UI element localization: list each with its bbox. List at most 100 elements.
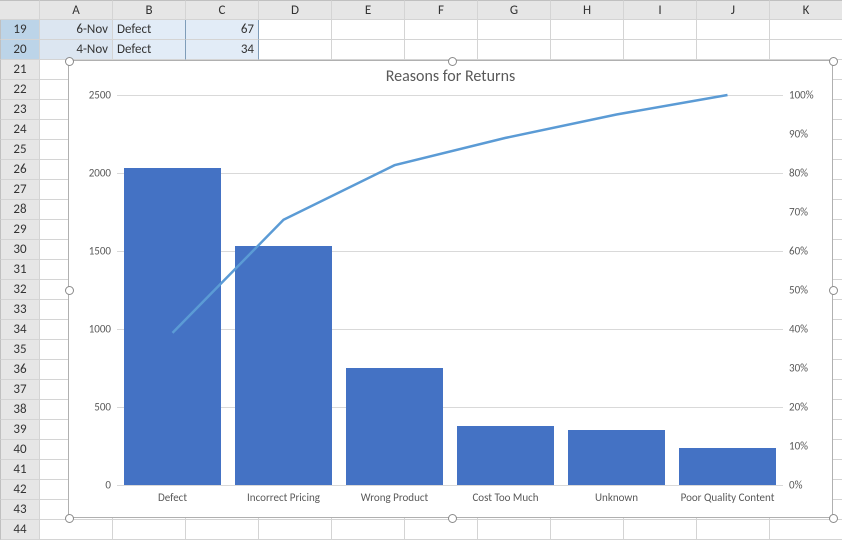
row-head-27[interactable]: 27 xyxy=(0,180,40,200)
selection-handle[interactable] xyxy=(829,514,838,523)
col-head-D[interactable]: D xyxy=(259,0,332,20)
cell-F44[interactable] xyxy=(405,520,478,540)
cell-C44[interactable] xyxy=(186,520,259,540)
select-all-corner[interactable] xyxy=(0,0,40,20)
x-tick-label: Wrong Product xyxy=(340,485,450,504)
cell-J44[interactable] xyxy=(697,520,770,540)
cell-G44[interactable] xyxy=(478,520,551,540)
row-head-31[interactable]: 31 xyxy=(0,260,40,280)
cell-E20[interactable] xyxy=(332,40,405,60)
selection-handle[interactable] xyxy=(829,286,838,295)
cell-I19[interactable] xyxy=(624,20,697,40)
col-head-H[interactable]: H xyxy=(551,0,624,20)
cell-D19[interactable] xyxy=(259,20,332,40)
selection-handle[interactable] xyxy=(829,57,838,66)
row-head-34[interactable]: 34 xyxy=(0,320,40,340)
chart-object[interactable]: Reasons for Returns 05001000150020002500… xyxy=(68,60,833,518)
row-head-30[interactable]: 30 xyxy=(0,240,40,260)
cell-I20[interactable] xyxy=(624,40,697,60)
row-head-43[interactable]: 43 xyxy=(0,500,40,520)
cell-A20[interactable]: 4-Nov xyxy=(40,40,113,60)
y2-tick-label: 10% xyxy=(783,440,808,453)
row-head-42[interactable]: 42 xyxy=(0,480,40,500)
cell-H19[interactable] xyxy=(551,20,624,40)
cell-F19[interactable] xyxy=(405,20,478,40)
row-head-44[interactable]: 44 xyxy=(0,520,40,540)
col-head-F[interactable]: F xyxy=(405,0,478,20)
col-head-B[interactable]: B xyxy=(113,0,186,20)
x-tick-label: Incorrect Pricing xyxy=(229,485,339,504)
row-head-26[interactable]: 26 xyxy=(0,160,40,180)
row-head-37[interactable]: 37 xyxy=(0,380,40,400)
cell-A44[interactable] xyxy=(40,520,113,540)
cell-I44[interactable] xyxy=(624,520,697,540)
cell-K44[interactable] xyxy=(770,520,842,540)
pareto-line xyxy=(117,95,783,485)
row-head-32[interactable]: 32 xyxy=(0,280,40,300)
y2-tick-label: 20% xyxy=(783,401,808,414)
row-head-40[interactable]: 40 xyxy=(0,440,40,460)
row-head-20[interactable]: 20 xyxy=(0,40,40,60)
cell-C20[interactable]: 34 xyxy=(186,40,259,60)
row-head-33[interactable]: 33 xyxy=(0,300,40,320)
y1-tick-label: 2000 xyxy=(89,167,117,180)
x-tick-label: Unknown xyxy=(562,485,672,504)
cell-K19[interactable] xyxy=(770,20,842,40)
col-head-K[interactable]: K xyxy=(770,0,842,20)
y2-tick-label: 30% xyxy=(783,362,808,375)
cell-G19[interactable] xyxy=(478,20,551,40)
col-head-G[interactable]: G xyxy=(478,0,551,20)
cell-B19[interactable]: Defect xyxy=(113,20,186,40)
selection-handle[interactable] xyxy=(448,514,457,523)
cell-J20[interactable] xyxy=(697,40,770,60)
cell-E44[interactable] xyxy=(332,520,405,540)
cell-A19[interactable]: 6-Nov xyxy=(40,20,113,40)
col-head-C[interactable]: C xyxy=(186,0,259,20)
y2-tick-label: 90% xyxy=(783,128,808,141)
row-head-21[interactable]: 21 xyxy=(0,60,40,80)
row-head-24[interactable]: 24 xyxy=(0,120,40,140)
x-tick-label: Defect xyxy=(118,485,228,504)
cell-H20[interactable] xyxy=(551,40,624,60)
cell-H44[interactable] xyxy=(551,520,624,540)
y2-tick-label: 80% xyxy=(783,167,808,180)
cell-F20[interactable] xyxy=(405,40,478,60)
col-head-E[interactable]: E xyxy=(332,0,405,20)
chart-plot-area: 050010001500200025000%10%20%30%40%50%60%… xyxy=(117,95,783,485)
row-head-28[interactable]: 28 xyxy=(0,200,40,220)
cell-C19[interactable]: 67 xyxy=(186,20,259,40)
cell-G20[interactable] xyxy=(478,40,551,60)
row-head-35[interactable]: 35 xyxy=(0,340,40,360)
selection-handle[interactable] xyxy=(65,286,74,295)
y1-tick-label: 2500 xyxy=(89,89,117,102)
y2-tick-label: 40% xyxy=(783,323,808,336)
col-head-J[interactable]: J xyxy=(697,0,770,20)
y1-tick-label: 1500 xyxy=(89,245,117,258)
row-head-29[interactable]: 29 xyxy=(0,220,40,240)
y2-tick-label: 70% xyxy=(783,206,808,219)
row-head-25[interactable]: 25 xyxy=(0,140,40,160)
y2-tick-label: 60% xyxy=(783,245,808,258)
cell-D20[interactable] xyxy=(259,40,332,60)
col-head-I[interactable]: I xyxy=(624,0,697,20)
y1-tick-label: 500 xyxy=(94,401,117,414)
y2-tick-label: 50% xyxy=(783,284,808,297)
row-head-41[interactable]: 41 xyxy=(0,460,40,480)
y1-tick-label: 1000 xyxy=(89,323,117,336)
y2-tick-label: 100% xyxy=(783,89,814,102)
cell-E19[interactable] xyxy=(332,20,405,40)
row-head-39[interactable]: 39 xyxy=(0,420,40,440)
row-head-22[interactable]: 22 xyxy=(0,80,40,100)
selection-handle[interactable] xyxy=(65,514,74,523)
cell-B44[interactable] xyxy=(113,520,186,540)
selection-handle[interactable] xyxy=(65,57,74,66)
cell-B20[interactable]: Defect xyxy=(113,40,186,60)
row-head-36[interactable]: 36 xyxy=(0,360,40,380)
selection-handle[interactable] xyxy=(448,57,457,66)
row-head-23[interactable]: 23 xyxy=(0,100,40,120)
cell-D44[interactable] xyxy=(259,520,332,540)
col-head-A[interactable]: A xyxy=(40,0,113,20)
row-head-38[interactable]: 38 xyxy=(0,400,40,420)
cell-J19[interactable] xyxy=(697,20,770,40)
row-head-19[interactable]: 19 xyxy=(0,20,40,40)
